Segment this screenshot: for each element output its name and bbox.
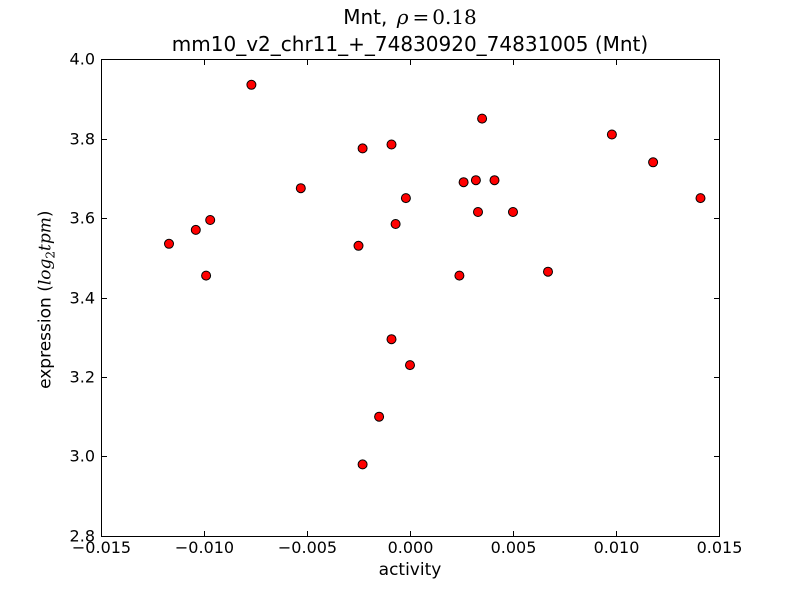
x-tick-label: −0.015: [72, 538, 131, 557]
data-point: [164, 238, 174, 249]
figure-subtitle: mm10_v2_chr11_+_74830920_74831005 (Mnt): [171, 32, 649, 56]
data-point: [390, 219, 401, 229]
y-axis-label-suffix: ): [35, 210, 56, 218]
data-point: [386, 334, 397, 345]
y-tick-label: 3.4: [70, 289, 95, 308]
data-point: [606, 129, 617, 140]
y-axis-label-log-base: 2: [43, 250, 58, 259]
y-tick-label: 3.6: [70, 209, 95, 228]
data-point: [458, 177, 469, 188]
data-point: [543, 266, 553, 277]
x-tick-label: 0.005: [491, 538, 537, 557]
data-point: [477, 113, 488, 124]
x-tick-label: 0.010: [594, 538, 640, 557]
y-tick-label: 4.0: [70, 50, 95, 69]
data-point: [386, 139, 397, 150]
y-tick-label: 3.0: [70, 447, 95, 466]
data-point: [201, 270, 212, 281]
y-axis-label-units: tpm: [35, 217, 56, 251]
data-point: [357, 459, 368, 470]
y-tick-label: 2.8: [70, 527, 95, 546]
plot-frame: [101, 59, 720, 537]
y-tick-label: 3.2: [70, 368, 95, 387]
x-tick-label: 0.000: [388, 538, 434, 557]
data-point: [648, 157, 659, 168]
figure-title-equals: =: [412, 5, 430, 29]
data-point: [405, 360, 415, 371]
y-axis-label-log: log: [35, 258, 56, 286]
data-point: [473, 207, 483, 217]
data-point: [295, 183, 306, 194]
y-axis-label-prefix: expression (: [35, 285, 56, 389]
y-tick-label: 3.8: [70, 130, 95, 149]
figure-title: Mnt, ρ = 0.18: [101, 5, 719, 29]
data-point: [246, 79, 257, 90]
x-tick-label: −0.005: [278, 538, 337, 557]
y-axis-label: expression (log2tpm): [34, 100, 61, 500]
data-point: [470, 175, 481, 186]
figure-title-prefix: Mnt,: [343, 5, 394, 29]
data-point: [205, 215, 216, 225]
data-point: [374, 411, 385, 422]
data-point: [190, 224, 201, 235]
data-point: [353, 240, 364, 251]
x-tick-label: −0.010: [175, 538, 234, 557]
data-point: [400, 193, 411, 204]
data-point: [695, 193, 706, 204]
data-point: [357, 143, 368, 154]
data-point: [489, 175, 500, 186]
x-axis-label: activity: [378, 560, 442, 580]
data-point: [454, 270, 465, 281]
x-tick-label: 0.015: [697, 538, 743, 557]
figure-title-rho-symbol: ρ: [396, 5, 409, 29]
figure-title-correlation-value: 0.18: [432, 5, 477, 29]
data-point: [508, 207, 518, 217]
